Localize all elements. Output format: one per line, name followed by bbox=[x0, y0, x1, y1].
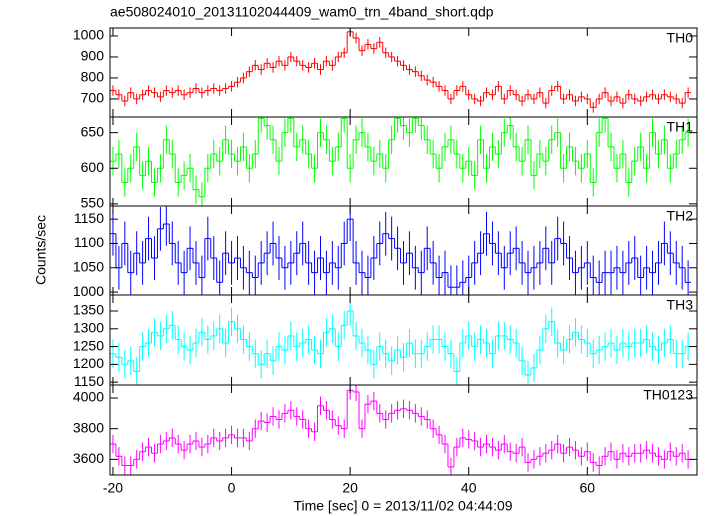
chart-title: ae508024010_20131102044409_wam0_trn_4ban… bbox=[110, 4, 494, 20]
y-tick-label: 3800 bbox=[73, 419, 104, 435]
y-tick-label: 700 bbox=[81, 90, 105, 106]
y-tick-label: 1300 bbox=[73, 319, 104, 335]
panel-label: TH0 bbox=[667, 30, 694, 46]
panel-frame bbox=[109, 384, 698, 476]
x-axis-label: Time [sec] 0 = 2013/11/02 04:44:09 bbox=[293, 498, 512, 514]
panel-data bbox=[110, 296, 692, 385]
x-tick-label: 40 bbox=[461, 480, 477, 496]
y-tick-label: 550 bbox=[81, 195, 105, 211]
y-tick-label: 1250 bbox=[73, 337, 104, 353]
y-tick-label: 1200 bbox=[73, 355, 104, 371]
y-tick-label: 900 bbox=[81, 48, 105, 64]
y-tick-label: 1000 bbox=[73, 283, 104, 299]
panel-label: TH2 bbox=[667, 208, 694, 224]
panel-data bbox=[110, 206, 692, 295]
panel-frame bbox=[109, 27, 698, 118]
panel-frame bbox=[109, 294, 698, 386]
y-tick-label: 1000 bbox=[73, 27, 104, 43]
panel-data bbox=[110, 117, 692, 206]
x-tick-label: 60 bbox=[580, 480, 596, 496]
panel-label: TH3 bbox=[667, 297, 694, 313]
y-tick-label: 800 bbox=[81, 69, 105, 85]
x-tick-label: 20 bbox=[342, 480, 358, 496]
panel-label: TH1 bbox=[667, 119, 694, 135]
y-tick-label: 1150 bbox=[74, 210, 104, 226]
y-tick-label: 650 bbox=[81, 123, 105, 139]
panel-label: TH0123 bbox=[643, 387, 693, 403]
y-tick-label: 600 bbox=[81, 159, 105, 175]
y-tick-label: 1150 bbox=[74, 373, 104, 389]
x-tick-label: 0 bbox=[228, 480, 236, 496]
panel-data bbox=[110, 28, 692, 113]
y-tick-label: 1050 bbox=[73, 258, 104, 274]
y-tick-label: 1350 bbox=[73, 302, 104, 318]
y-tick-label: 4000 bbox=[73, 389, 104, 405]
x-tick-label: -20 bbox=[103, 480, 123, 496]
y-tick-label: 1100 bbox=[74, 234, 104, 250]
y-axis-label: Counts/sec bbox=[33, 215, 49, 285]
y-tick-label: 3600 bbox=[73, 450, 104, 466]
panel-data bbox=[110, 385, 692, 475]
